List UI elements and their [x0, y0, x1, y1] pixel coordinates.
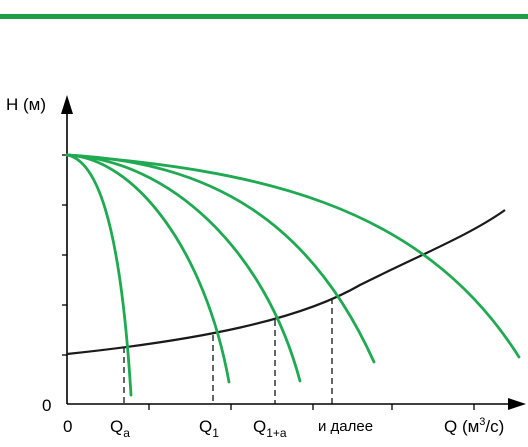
system-curve — [66, 209, 506, 356]
drop-lines — [123, 298, 333, 404]
marker-q1-main: Q — [199, 417, 212, 436]
marker-q1a-main: Q — [253, 417, 266, 436]
x-ticks — [148, 404, 475, 410]
x-axis-label-tail: /с) — [485, 417, 504, 436]
pump-curve-q1 — [65, 153, 231, 384]
marker-qa-sub: a — [123, 426, 130, 440]
marker-q1a: Q1+a — [253, 417, 287, 440]
marker-q1a-sub: 1+a — [266, 426, 287, 440]
x-axis-label-main: Q (м — [444, 417, 479, 436]
x-origin-label: 0 — [63, 417, 72, 436]
marker-qa-main: Q — [110, 417, 123, 436]
marker-etc: и далее — [318, 418, 373, 435]
x-axis-label: Q (м3/с) — [444, 416, 504, 436]
marker-qa: Qa — [110, 417, 130, 440]
pump-curve-max — [65, 153, 521, 359]
x-axis-arrow — [508, 398, 526, 410]
y-ticks — [62, 154, 67, 356]
y-axis-label: H (м) — [6, 95, 46, 114]
y-origin-label: 0 — [42, 396, 51, 415]
marker-q1: Q1 — [199, 417, 219, 440]
y-axis-arrow — [61, 95, 73, 114]
pump-curve-qa — [65, 153, 133, 397]
marker-q1-sub: 1 — [212, 426, 219, 440]
x-axis-label-sup: 3 — [479, 416, 485, 428]
header-bar — [0, 14, 528, 19]
pump-curve-q1a — [65, 153, 302, 383]
pump-curves — [65, 153, 521, 397]
